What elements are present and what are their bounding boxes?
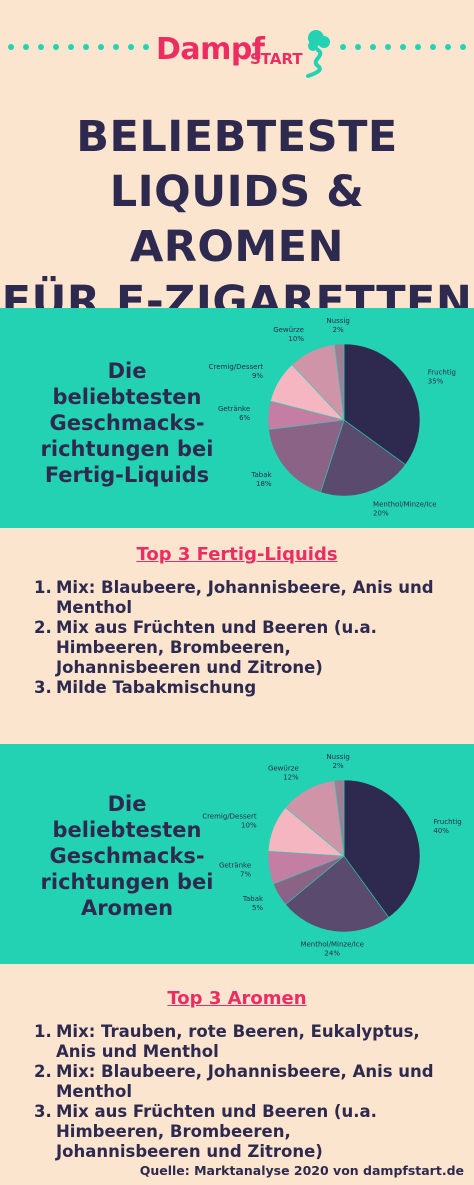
logo-main-text: Dampf	[156, 32, 265, 67]
list-text-line: Mix aus Früchten und Beeren (u.a.	[56, 618, 377, 637]
list-text: Mix aus Früchten und Beeren (u.a. Himbee…	[56, 618, 377, 678]
list-number: 3.	[34, 1102, 52, 1121]
list-text-line: Menthol	[56, 598, 132, 617]
list-number: 2.	[34, 1062, 52, 1081]
pie-label-value: 35%	[428, 377, 444, 385]
pie-label-category: Gewürze	[273, 326, 304, 334]
pie-slice-nussig	[334, 779, 345, 857]
caption-line: Geschmacks-	[49, 844, 205, 868]
caption-line: richtungen bei	[40, 870, 214, 894]
list-text-line: Johannisbeeren und Zitrone)	[56, 658, 323, 677]
pie-label-value: 7%	[240, 871, 251, 879]
chart-band-aromen: Die beliebtesten Geschmacks- richtungen …	[0, 744, 474, 964]
pie-slice-fruchtig	[343, 779, 421, 918]
list-item: 3. Mix aus Früchten und Beeren (u.a. Him…	[34, 1102, 464, 1162]
pie-label-value: 2%	[333, 326, 344, 334]
pie-label-category: Tabak	[242, 895, 264, 903]
list-item: 2. Mix aus Früchten und Beeren (u.a. Him…	[34, 618, 464, 678]
pie-label-category: Getränke	[218, 405, 250, 413]
list-heading-aromen: Top 3 Aromen	[167, 988, 307, 1009]
page-title: BELIEBTESTE LIQUIDS & AROMEN FÜR E-ZIGAR…	[0, 110, 474, 330]
caption-line: Geschmacks-	[49, 411, 205, 435]
pie-slice-fruchtig	[343, 343, 421, 466]
list-text: Mix aus Früchten und Beeren (u.a. Himbee…	[56, 1102, 377, 1162]
list-text-line: Johannisbeeren und Zitrone)	[56, 1142, 323, 1161]
chart-caption: Die beliebtesten Geschmacks- richtungen …	[22, 791, 232, 921]
logo-sub-text: START	[250, 50, 303, 68]
list-text: Mix: Blaubeere, Johannisbeere, Anis und …	[56, 578, 434, 618]
list-text-line: Mix aus Früchten und Beeren (u.a.	[56, 1102, 377, 1121]
list-text-line: Menthol	[56, 1082, 132, 1101]
list-item: 2. Mix: Blaubeere, Johannisbeere, Anis u…	[34, 1062, 464, 1102]
list-number: 1.	[34, 1022, 52, 1041]
pie-label-category: Tabak	[250, 471, 272, 479]
list-text: Mix: Trauben, rote Beeren, Eukalyptus, A…	[56, 1022, 420, 1062]
list-item: 1. Mix: Blaubeere, Johannisbeere, Anis u…	[34, 578, 464, 618]
pie-label-category: Fruchtig	[433, 818, 461, 826]
list-text-line: Milde Tabakmischung	[56, 678, 257, 697]
caption-line: Die	[107, 792, 147, 816]
list-number: 1.	[34, 578, 52, 597]
pie-label-category: Cremig/Dessert	[202, 812, 257, 820]
list-text: Milde Tabakmischung	[56, 678, 256, 698]
list-number: 2.	[34, 618, 52, 637]
top3-list-aromen: 1. Mix: Trauben, rote Beeren, Eukalyptus…	[34, 1022, 464, 1162]
pie-label-value: 2%	[333, 762, 344, 770]
list-number: 3.	[34, 678, 52, 697]
list-heading-fertig-liquids: Top 3 Fertig-Liquids	[136, 544, 338, 565]
caption-line: beliebtesten	[52, 818, 202, 842]
list-text-line: Mix: Blaubeere, Johannisbeere, Anis und	[56, 578, 434, 597]
vapor-cloud-icon	[306, 30, 330, 78]
pie-label-value: 20%	[373, 509, 389, 517]
caption-line: Fertig-Liquids	[44, 463, 210, 487]
caption-line: richtungen bei	[40, 437, 214, 461]
pie-label-value: 12%	[283, 774, 299, 782]
caption-line: Die	[107, 359, 147, 383]
caption-line: Aromen	[80, 896, 174, 920]
pie-label-category: Fruchtig	[428, 368, 456, 376]
list-text-line: Anis und Menthol	[56, 1042, 219, 1061]
pie-slice-tabak	[268, 419, 345, 493]
pie-label-category: Cremig/Dessert	[209, 363, 264, 371]
list-text-line: Mix: Blaubeere, Johannisbeere, Anis und	[56, 1062, 434, 1081]
source-note: Quelle: Marktanalyse 2020 von dampfstart…	[139, 1163, 464, 1178]
list-text: Mix: Blaubeere, Johannisbeere, Anis und …	[56, 1062, 434, 1102]
pie-label-category: Menthol/Minze/Ice	[300, 940, 364, 948]
top3-list-fertig-liquids: 1. Mix: Blaubeere, Johannisbeere, Anis u…	[34, 578, 464, 698]
brand-logo: Dampf START	[156, 30, 336, 82]
pie-label-value: 18%	[256, 480, 272, 488]
pie-label-value: 6%	[239, 414, 250, 422]
decorative-dots-right	[340, 44, 466, 52]
pie-slice-nussig	[334, 343, 345, 421]
list-item: 1. Mix: Trauben, rote Beeren, Eukalyptus…	[34, 1022, 464, 1062]
caption-line: beliebtesten	[52, 385, 202, 409]
pie-label-category: Nussig	[326, 753, 349, 761]
pie-label-value: 10%	[241, 821, 257, 829]
list-item: 3. Milde Tabakmischung	[34, 678, 464, 698]
pie-label-value: 5%	[252, 904, 263, 912]
chart-band-fertig-liquids: Die beliebtesten Geschmacks- richtungen …	[0, 308, 474, 528]
pie-label-category: Menthol/Minze/Ice	[373, 500, 437, 508]
pie-label-value: 24%	[324, 949, 340, 957]
pie-label-value: 9%	[252, 372, 263, 380]
pie-label-category: Getränke	[219, 862, 251, 870]
pie-slice-menthol-minze-ice	[320, 419, 406, 497]
pie-slice-menthol-minze-ice	[285, 855, 390, 933]
list-text-line: Himbeeren, Brombeeren,	[56, 1122, 291, 1141]
list-text-line: Himbeeren, Brombeeren,	[56, 638, 291, 657]
pie-label-value: 10%	[288, 335, 304, 343]
title-line-1: BELIEBTESTE	[76, 112, 398, 162]
list-text-line: Mix: Trauben, rote Beeren, Eukalyptus,	[56, 1022, 420, 1041]
title-line-2: LIQUIDS & AROMEN	[109, 167, 365, 272]
pie-label-category: Nussig	[326, 317, 349, 325]
pie-label-value: 40%	[433, 827, 449, 835]
decorative-dots-left	[8, 44, 149, 52]
chart-caption: Die beliebtesten Geschmacks- richtungen …	[22, 358, 232, 488]
pie-label-category: Gewürze	[268, 765, 299, 773]
